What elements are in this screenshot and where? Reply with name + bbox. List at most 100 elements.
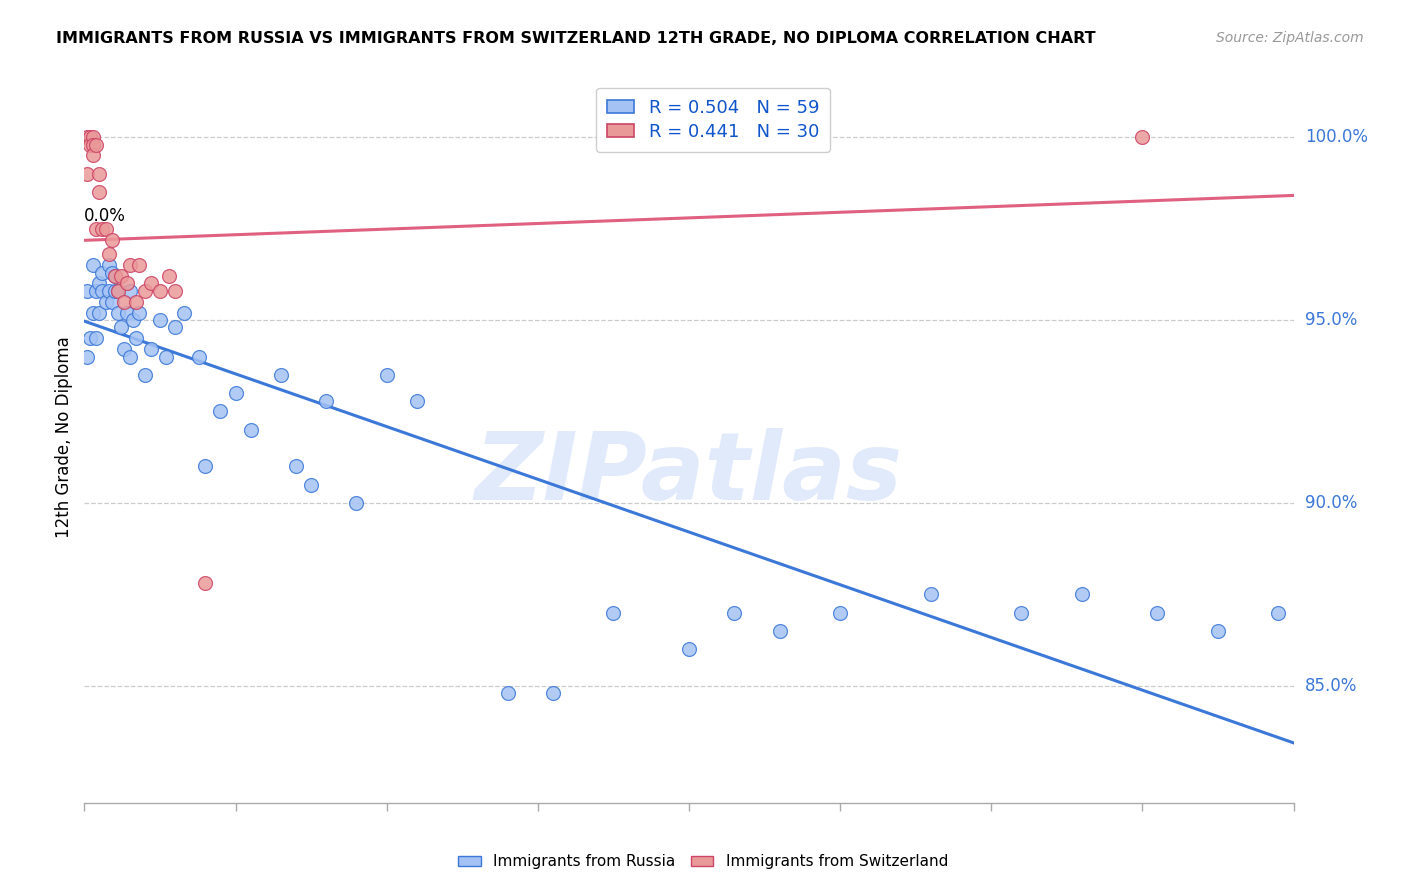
Point — [134, 284, 156, 298]
Point — [89, 306, 111, 320]
Point — [134, 368, 156, 382]
Legend: R = 0.504   N = 59, R = 0.441   N = 30: R = 0.504 N = 59, R = 0.441 N = 30 — [596, 87, 830, 152]
Point — [79, 137, 101, 152]
Point — [89, 185, 111, 199]
Point — [125, 294, 148, 309]
Point — [91, 221, 114, 235]
Point — [375, 368, 398, 382]
Point — [128, 306, 150, 320]
Point — [82, 258, 104, 272]
Point — [1267, 606, 1289, 620]
Point — [239, 423, 262, 437]
Point — [89, 277, 111, 291]
Point — [118, 258, 141, 272]
Point — [769, 624, 792, 638]
Point — [112, 294, 135, 309]
Point — [100, 294, 122, 309]
Point — [107, 284, 129, 298]
Point — [920, 587, 942, 601]
Point — [149, 313, 172, 327]
Point — [173, 306, 195, 320]
Text: 0.0%: 0.0% — [84, 207, 127, 225]
Point — [139, 277, 162, 291]
Point — [139, 343, 162, 357]
Point — [97, 258, 120, 272]
Point — [225, 386, 247, 401]
Legend: Immigrants from Russia, Immigrants from Switzerland: Immigrants from Russia, Immigrants from … — [451, 848, 955, 875]
Point — [94, 294, 117, 309]
Point — [82, 130, 104, 145]
Point — [82, 137, 104, 152]
Point — [89, 167, 111, 181]
Point — [86, 221, 108, 235]
Point — [155, 350, 177, 364]
Point — [1206, 624, 1229, 638]
Text: 85.0%: 85.0% — [1305, 677, 1357, 695]
Point — [270, 368, 292, 382]
Point — [163, 284, 186, 298]
Text: Source: ZipAtlas.com: Source: ZipAtlas.com — [1216, 31, 1364, 45]
Point — [100, 233, 122, 247]
Point — [110, 269, 132, 284]
Point — [97, 284, 120, 298]
Point — [1146, 606, 1168, 620]
Point — [86, 137, 108, 152]
Point — [104, 269, 127, 284]
Point — [209, 404, 232, 418]
Point — [299, 477, 322, 491]
Point — [163, 320, 186, 334]
Point — [284, 459, 308, 474]
Point — [104, 269, 127, 284]
Point — [194, 576, 217, 591]
Point — [128, 258, 150, 272]
Point — [112, 343, 135, 357]
Point — [100, 266, 122, 280]
Point — [723, 606, 745, 620]
Point — [188, 350, 211, 364]
Point — [541, 686, 564, 700]
Point — [149, 284, 172, 298]
Point — [602, 606, 624, 620]
Point — [115, 277, 138, 291]
Point — [86, 284, 108, 298]
Point — [118, 284, 141, 298]
Point — [194, 459, 217, 474]
Point — [76, 130, 98, 145]
Text: 90.0%: 90.0% — [1305, 494, 1357, 512]
Point — [91, 284, 114, 298]
Point — [104, 284, 127, 298]
Point — [76, 167, 98, 181]
Point — [115, 306, 138, 320]
Point — [79, 130, 101, 145]
Point — [1071, 587, 1094, 601]
Text: ZIPatlas: ZIPatlas — [475, 427, 903, 520]
Point — [86, 331, 108, 345]
Text: IMMIGRANTS FROM RUSSIA VS IMMIGRANTS FROM SWITZERLAND 12TH GRADE, NO DIPLOMA COR: IMMIGRANTS FROM RUSSIA VS IMMIGRANTS FRO… — [56, 31, 1095, 46]
Point — [91, 266, 114, 280]
Y-axis label: 12th Grade, No Diploma: 12th Grade, No Diploma — [55, 336, 73, 538]
Point — [830, 606, 852, 620]
Point — [107, 284, 129, 298]
Point — [110, 320, 132, 334]
Point — [1010, 606, 1032, 620]
Point — [406, 393, 429, 408]
Point — [157, 269, 180, 284]
Point — [496, 686, 519, 700]
Point — [118, 350, 141, 364]
Text: 95.0%: 95.0% — [1305, 311, 1357, 329]
Point — [678, 642, 700, 657]
Point — [97, 247, 120, 261]
Point — [121, 313, 143, 327]
Point — [125, 331, 148, 345]
Point — [82, 148, 104, 162]
Point — [76, 350, 98, 364]
Point — [76, 284, 98, 298]
Point — [82, 306, 104, 320]
Point — [79, 331, 101, 345]
Point — [94, 221, 117, 235]
Point — [1130, 130, 1153, 145]
Point — [315, 393, 337, 408]
Text: 100.0%: 100.0% — [1305, 128, 1368, 146]
Point — [346, 496, 368, 510]
Point — [107, 306, 129, 320]
